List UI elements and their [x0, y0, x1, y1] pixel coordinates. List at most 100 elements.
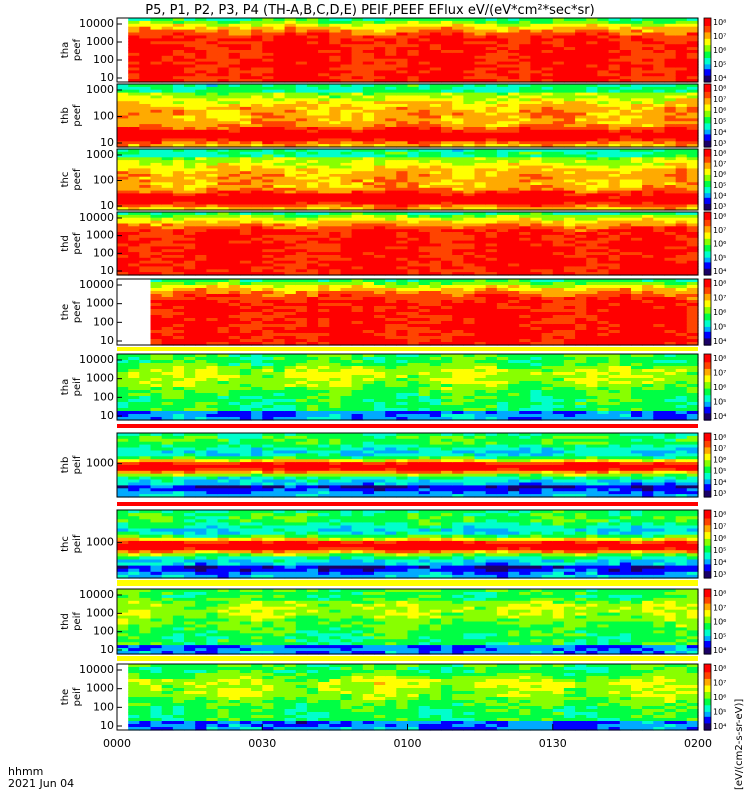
heatmap-cell [239, 95, 252, 99]
heatmap-cell [251, 124, 263, 128]
heatmap-cell [563, 115, 576, 119]
heatmap-cell [206, 217, 219, 222]
heatmap-cell [206, 300, 219, 304]
heatmap-cell [474, 104, 487, 108]
heatmap-cell [552, 266, 565, 270]
heatmap-cell [429, 243, 442, 247]
colorbar-segment [704, 173, 711, 176]
heatmap-cell [284, 127, 297, 131]
heatmap-cell [686, 70, 699, 74]
heatmap-cell [228, 182, 241, 186]
heatmap-cell [563, 70, 576, 74]
heatmap-cell [385, 207, 397, 211]
heatmap-cell [228, 47, 241, 51]
heatmap-cell [653, 55, 666, 60]
heatmap-cell [139, 52, 152, 57]
heatmap-cell [631, 223, 643, 227]
heatmap-cell [452, 109, 464, 114]
heatmap-cell [530, 98, 543, 102]
heatmap-cell [675, 269, 688, 273]
heatmap-cell [686, 240, 699, 245]
colorbar-segment [704, 245, 711, 248]
heatmap-cell [586, 237, 599, 242]
heatmap-cell [496, 138, 509, 142]
heatmap-cell [396, 38, 409, 42]
heatmap-cell [675, 272, 688, 276]
heatmap-cell [351, 240, 364, 245]
heatmap-cell [239, 240, 252, 245]
heatmap-cell [139, 41, 152, 45]
heatmap-cell [195, 52, 207, 57]
heatmap-cell [273, 187, 286, 192]
heatmap-cell [586, 52, 599, 57]
heatmap-cell [161, 47, 174, 51]
heatmap-cell [575, 121, 587, 125]
heatmap-cell [329, 212, 342, 216]
heatmap-cell [262, 70, 275, 74]
heatmap-cell [128, 226, 140, 230]
heatmap-cell [150, 135, 163, 139]
heatmap-cell [318, 272, 330, 276]
heatmap-cell [273, 204, 286, 208]
heatmap-cell [318, 121, 330, 125]
heatmap-cell [128, 249, 140, 253]
heatmap-cell [351, 212, 364, 216]
heatmap-cell [362, 165, 375, 169]
heatmap-cell [418, 255, 431, 259]
heatmap-cell [150, 303, 163, 307]
heatmap-cell [184, 141, 196, 145]
heatmap-cell [329, 246, 342, 250]
heatmap-cell [653, 223, 666, 227]
heatmap-cell [508, 138, 520, 142]
heatmap-cell [351, 157, 364, 161]
heatmap-cell [128, 246, 140, 250]
heatmap-cell [374, 260, 386, 265]
colorbar-segment [704, 184, 711, 187]
heatmap-cell [530, 44, 543, 48]
heatmap-cell [139, 252, 152, 256]
heatmap-cell [407, 95, 420, 99]
heatmap-cell [608, 109, 621, 114]
heatmap-cell [172, 135, 185, 139]
heatmap-cell [396, 115, 409, 119]
heatmap-cell [362, 104, 375, 108]
heatmap-cell [686, 160, 699, 164]
colorbar-segment [704, 206, 711, 209]
heatmap-cell [340, 165, 353, 169]
heatmap-cell [362, 232, 375, 236]
heatmap-cell [184, 223, 196, 227]
heatmap-cell [463, 84, 476, 88]
heatmap-cell [463, 104, 476, 108]
heatmap-cell [597, 104, 610, 108]
heatmap-cell [351, 234, 364, 239]
heatmap-cell [418, 47, 431, 51]
heatmap-cell [262, 249, 275, 253]
heatmap-cell [217, 226, 230, 230]
heatmap-cell [441, 223, 453, 227]
heatmap-cell [653, 35, 666, 39]
heatmap-cell [653, 52, 666, 57]
heatmap-cell [608, 67, 621, 71]
heatmap-cell [441, 101, 453, 105]
colorbar-segment [704, 219, 711, 223]
heatmap-cell [508, 260, 520, 265]
heatmap-cell [407, 149, 420, 153]
heatmap-cell [552, 18, 565, 22]
heatmap-cell [541, 187, 554, 192]
heatmap-cell [150, 23, 163, 28]
heatmap-cell [686, 255, 699, 259]
heatmap-cell [508, 266, 520, 270]
heatmap-cell [530, 196, 543, 200]
heatmap-cell [619, 95, 632, 99]
heatmap-cell [429, 229, 442, 233]
heatmap-cell [329, 226, 342, 230]
heatmap-cell [306, 201, 319, 206]
heatmap-cell [563, 138, 576, 142]
heatmap-cell [530, 101, 543, 105]
heatmap-cell [441, 26, 453, 31]
heatmap-cell [474, 132, 487, 137]
heatmap-cell [631, 255, 643, 259]
heatmap-cell [329, 52, 342, 57]
heatmap-cell [217, 89, 230, 94]
heatmap-cell [295, 171, 308, 175]
